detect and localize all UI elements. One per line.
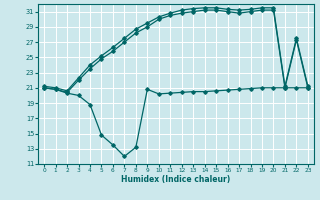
X-axis label: Humidex (Indice chaleur): Humidex (Indice chaleur) — [121, 175, 231, 184]
